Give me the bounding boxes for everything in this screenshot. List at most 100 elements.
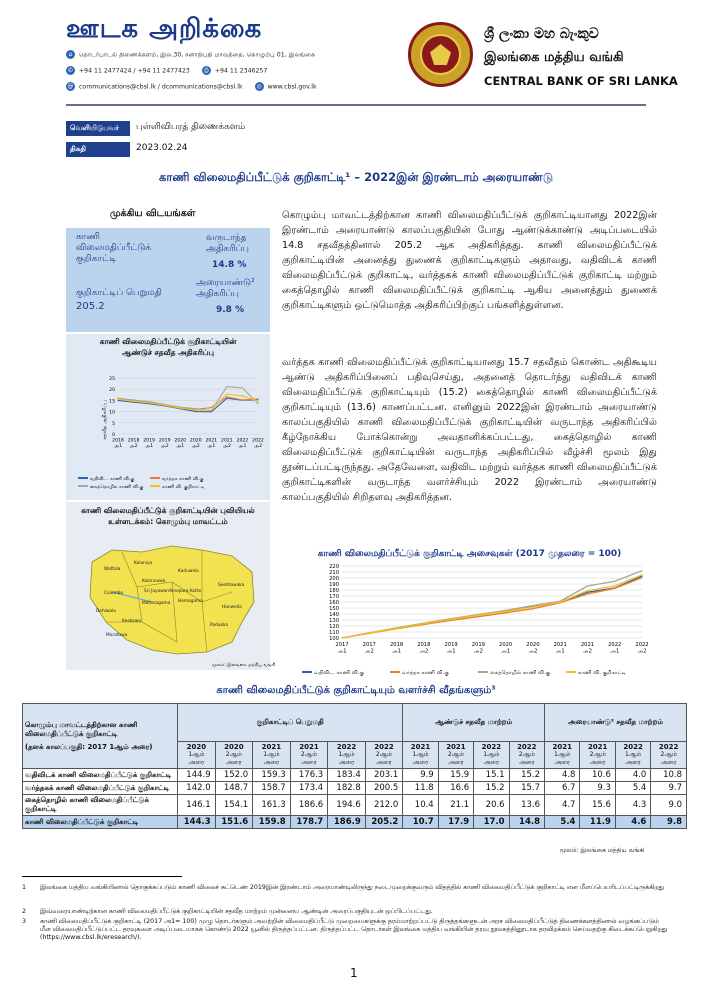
data-point — [226, 397, 228, 399]
table-cell: 10.8 — [650, 768, 687, 782]
series-line — [341, 575, 643, 639]
table-cell: 144.9 — [177, 768, 216, 782]
y-tick-label: 120 — [329, 624, 339, 630]
table-cell: 154.1 — [214, 794, 254, 816]
table-row: காணி விலைமதிப்பீட்டுக் குறிகாட்டி 144.3 15… — [21, 815, 687, 829]
series-line — [341, 574, 643, 639]
data-point — [614, 580, 616, 582]
highlights-heading: முக்கிய விடயங்கள் — [110, 208, 196, 219]
x-tick-sublabel: அ1 — [447, 648, 456, 654]
x-tick-sublabel: அ1 — [238, 443, 246, 449]
x-tick-sublabel: அ1 — [556, 648, 565, 654]
map-place-label: Kesbewa — [122, 618, 141, 624]
x-tick-sublabel: அ2 — [254, 443, 262, 449]
y-tick-label: 10 — [109, 410, 115, 416]
x-tick-sublabel: அ1 — [176, 443, 184, 449]
data-point — [586, 585, 589, 587]
column-header: 2022 1ஆம் அரை — [473, 741, 510, 769]
data-point — [395, 627, 398, 629]
bank-name-tamil: இலங்கை மத்திய வங்கி — [484, 50, 624, 65]
data-point — [210, 409, 212, 411]
website-link[interactable]: www.cbsl.gov.lk — [267, 83, 317, 91]
data-point — [241, 395, 244, 397]
issued-by-value: புள்ளிவிபரத் திணைக்களம் — [136, 122, 246, 132]
data-point — [368, 632, 370, 634]
table-cell: 6.7 — [544, 781, 581, 795]
series-line — [117, 393, 259, 411]
y-tick-label: 20 — [109, 387, 115, 393]
email-link[interactable]: communications@cbsl.lk / dcommunications… — [79, 83, 243, 91]
map-place-label: Dehiwala — [96, 608, 116, 614]
y-tick-label: 190 — [329, 582, 339, 588]
index-value-label: குறிகாட்டிப் பெறுமதி — [76, 288, 162, 298]
table-cell: 17.9 — [437, 815, 475, 829]
x-tick-sublabel: அ1 — [501, 648, 510, 654]
email-icon: @ — [66, 82, 75, 91]
table-cell: 14.8 — [508, 815, 546, 829]
hoh-value: 9.8 % — [216, 305, 245, 315]
x-tick-label: 2017 — [363, 642, 376, 648]
x-tick-label: 2017 — [335, 642, 348, 648]
x-tick-sublabel: அ1 — [392, 648, 401, 654]
data-point — [257, 402, 259, 405]
y-tick-label: 0 — [112, 432, 115, 438]
x-tick-label: 2018 — [390, 642, 403, 648]
annual-growth-chart: 05101520252018அ12018அ22019அ12019அ22020அ1… — [78, 376, 264, 490]
date-label: திகதி — [66, 142, 130, 157]
x-tick-sublabel: அ1 — [207, 443, 215, 449]
data-point — [614, 587, 616, 589]
data-point — [586, 593, 589, 595]
x-tick-sublabel: அ1 — [114, 443, 122, 449]
x-tick-label: 2021 — [205, 438, 217, 444]
data-point — [241, 387, 244, 389]
x-tick-sublabel: அ2 — [637, 648, 646, 654]
data-point — [195, 408, 197, 410]
data-point — [179, 407, 181, 409]
footnote-2-number: 2 — [22, 908, 27, 915]
colombo-district-map: Wattala Kelaniya Kolonnawa Kaduwela Colombo M… — [89, 545, 255, 655]
highlights-box: காணி விலைமதிப்பீட்டுக் குறிகாட்டி குறிகா… — [66, 228, 270, 332]
table-row: கைத்தொழில் காணி விலைமதிப்பீட்டுக் குறிகா… — [21, 794, 687, 816]
row-label: வதிவிடக் காணி விலைமதிப்பீட்டுக் குறிகாட்… — [21, 768, 179, 782]
column-header: 2021 1ஆம் அரை — [252, 741, 291, 769]
data-point — [257, 400, 259, 402]
data-point — [641, 577, 643, 579]
x-tick-label: 2021 — [221, 438, 233, 444]
y-tick-label: 110 — [329, 630, 339, 636]
x-tick-label: 2019 — [444, 642, 457, 648]
map-place-label: Sri Jayawardenepura Kotte — [144, 588, 202, 594]
table-cell: 212.0 — [364, 794, 404, 816]
data-point — [641, 570, 643, 572]
index-table: கொழும்பு மாவட்டத்திற்கான காணி விலைமதிப்ப… — [21, 703, 687, 829]
y-tick-label: 5 — [112, 421, 115, 427]
table-cell: 158.7 — [252, 781, 291, 795]
column-header: 2020 2ஆம் அரை — [214, 741, 254, 769]
table-cell: 4.3 — [614, 794, 652, 816]
table-cell: 194.6 — [327, 794, 366, 816]
table-cell: 9.3 — [579, 781, 616, 795]
column-header: 2021 1ஆம் அரை — [402, 741, 439, 769]
column-header: 2021 2ஆம் அரை — [437, 741, 475, 769]
x-tick-sublabel: அ1 — [145, 443, 153, 449]
x-tick-sublabel: அ2 — [419, 648, 428, 654]
press-release-heading: ஊடக அறிக்கை — [66, 14, 263, 44]
series-line — [117, 397, 259, 413]
x-tick-sublabel: அ2 — [192, 443, 200, 449]
data-point — [477, 616, 479, 618]
data-point — [505, 610, 507, 613]
row-label: கைத்தொழில் காணி விலைமதிப்பீட்டுக் குறிகா… — [21, 794, 179, 816]
paragraph-2: வர்த்தக காணி விலைமதிப்பீட்டுக் குறிகாட்ட… — [282, 357, 657, 503]
page-title: காணி விலைமதிப்பீட்டுக் குறிகாட்டி¹ – 202… — [159, 170, 553, 184]
map-source: மூலம்: இலங்கை மத்திய வங்கி — [212, 663, 276, 668]
table-cell: 200.5 — [364, 781, 404, 795]
table-cell: 15.2 — [473, 781, 510, 795]
data-point — [586, 590, 589, 592]
x-tick-label: 2022 — [252, 438, 264, 444]
x-tick-label: 2020 — [174, 438, 186, 444]
data-point — [614, 585, 616, 587]
annual-growth-chart-title: காணி விலைமதிப்பீட்டுக் குறிகாட்டியின் ஆண… — [99, 337, 237, 357]
table-cell: 183.4 — [327, 768, 366, 782]
x-tick-sublabel: அ2 — [365, 648, 374, 654]
web-icon: ◎ — [254, 82, 264, 91]
table-cell: 15.7 — [508, 781, 546, 795]
